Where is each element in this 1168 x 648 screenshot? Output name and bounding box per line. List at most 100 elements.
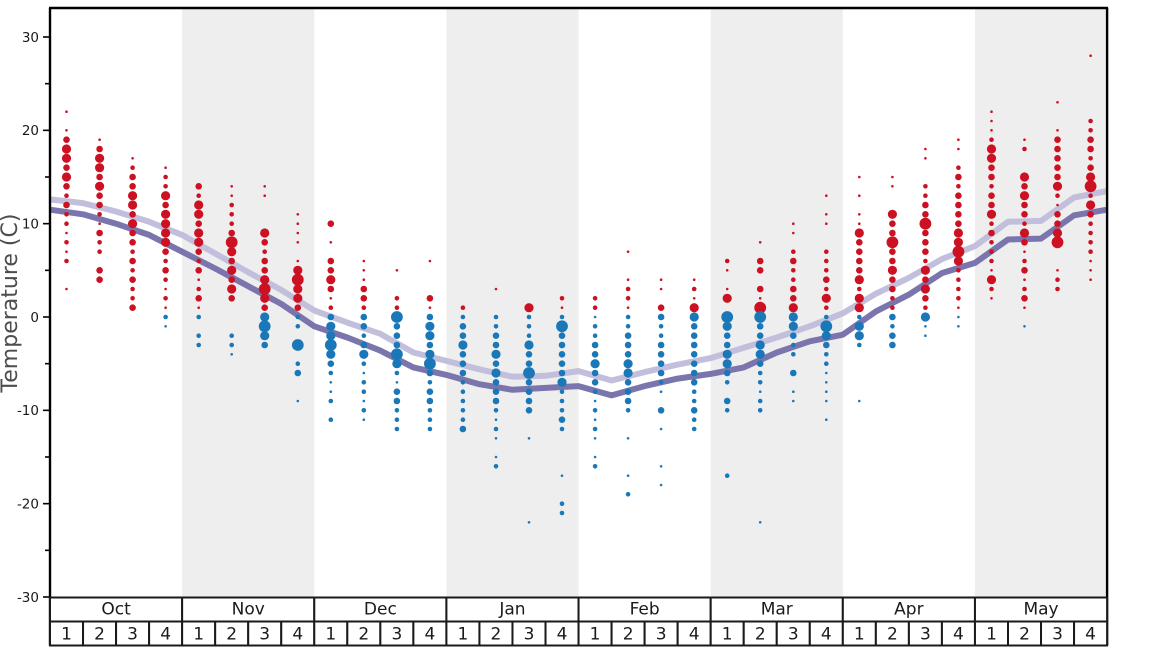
- warm-temp-dot: [1054, 136, 1061, 143]
- warm-temp-dot: [1022, 146, 1027, 152]
- freezing-temp-dot: [957, 325, 960, 328]
- warm-temp-dot: [291, 273, 304, 286]
- warm-temp-dot: [130, 165, 135, 170]
- month-label: Apr: [894, 600, 923, 620]
- warm-temp-dot: [1056, 101, 1059, 104]
- freezing-temp-dot: [559, 314, 565, 320]
- warm-temp-dot: [824, 305, 829, 311]
- freezing-temp-dot: [525, 397, 533, 405]
- freezing-temp-dot: [658, 333, 664, 339]
- warm-temp-dot: [96, 267, 103, 274]
- freezing-temp-dot: [426, 369, 434, 377]
- warm-temp-dot: [428, 259, 432, 263]
- freezing-temp-dot: [591, 369, 599, 377]
- freezing-temp-dot: [593, 315, 597, 319]
- week-dots-dec4: [424, 259, 436, 432]
- freezing-temp-dot: [691, 417, 697, 423]
- week-label: 2: [226, 625, 237, 645]
- warm-temp-dot: [128, 200, 138, 210]
- freezing-temp-dot: [592, 464, 598, 469]
- freezing-temp-dot: [560, 474, 564, 478]
- warm-temp-dot: [164, 287, 167, 291]
- warm-temp-dot: [197, 278, 200, 282]
- warm-temp-dot: [790, 285, 797, 293]
- freezing-temp-dot: [790, 332, 797, 340]
- week-dots-dec1: [324, 220, 337, 423]
- freezing-temp-dot: [394, 426, 400, 432]
- warm-temp-dot: [164, 306, 167, 310]
- warm-temp-dot: [856, 239, 863, 246]
- freezing-temp-dot: [792, 399, 795, 403]
- warm-temp-dot: [657, 304, 665, 312]
- warm-temp-dot: [825, 222, 828, 225]
- warm-temp-dot: [626, 278, 630, 282]
- warm-temp-dot: [955, 201, 962, 209]
- freezing-temp-dot: [424, 357, 436, 370]
- month-label: Feb: [630, 600, 660, 620]
- week-label: 4: [424, 625, 435, 645]
- freezing-temp-dot: [920, 312, 931, 322]
- warm-temp-dot: [1051, 236, 1064, 249]
- freezing-temp-dot: [690, 332, 698, 340]
- freezing-temp-dot: [492, 397, 500, 405]
- week-dots-feb4: [689, 278, 699, 432]
- freezing-temp-dot: [326, 331, 336, 341]
- warm-temp-dot: [63, 201, 70, 209]
- week-label: 2: [755, 625, 766, 645]
- warm-temp-dot: [63, 183, 70, 190]
- freezing-temp-dot: [492, 388, 500, 396]
- warm-temp-dot: [293, 293, 303, 303]
- freezing-temp-dot: [296, 399, 300, 403]
- warm-temp-dot: [919, 217, 932, 230]
- week-label: 3: [1052, 625, 1063, 645]
- warm-temp-dot: [592, 305, 598, 311]
- warm-temp-dot: [394, 305, 400, 311]
- warm-temp-dot: [990, 119, 993, 123]
- warm-temp-dot: [162, 267, 169, 274]
- warm-temp-dot: [65, 250, 68, 253]
- warm-temp-dot: [361, 305, 367, 311]
- freezing-temp-dot: [392, 359, 402, 369]
- warm-temp-dot: [792, 222, 795, 225]
- warm-temp-dot: [129, 276, 136, 284]
- warm-temp-dot: [988, 164, 995, 171]
- week-dots-mar4: [820, 194, 833, 422]
- week-label: 2: [887, 625, 898, 645]
- freezing-temp-dot: [791, 352, 796, 357]
- warm-temp-dot: [1052, 228, 1063, 238]
- avg-line-upper: [49, 188, 1108, 384]
- freezing-temp-dot: [854, 331, 864, 341]
- freezing-temp-dot: [328, 417, 334, 423]
- warm-temp-dot: [61, 144, 72, 154]
- freezing-temp-dot: [858, 399, 861, 403]
- warm-temp-dot: [194, 209, 204, 219]
- freezing-temp-dot: [756, 323, 764, 330]
- freezing-temp-dot: [722, 349, 732, 359]
- warm-temp-dot: [1023, 250, 1026, 253]
- freezing-temp-dot: [459, 425, 467, 433]
- freezing-temp-dot: [261, 341, 269, 349]
- warm-temp-dot: [957, 306, 960, 310]
- warm-temp-dot: [1087, 211, 1094, 218]
- freezing-temp-dot: [460, 417, 466, 423]
- warm-temp-dot: [296, 213, 300, 216]
- warm-temp-dot: [1022, 258, 1027, 264]
- warm-temp-dot: [1019, 191, 1030, 201]
- warm-temp-dot: [194, 200, 204, 210]
- warm-temp-dot: [230, 185, 233, 188]
- warm-temp-dot: [362, 259, 366, 263]
- freezing-temp-dot: [295, 324, 301, 329]
- warm-temp-dot: [956, 277, 961, 283]
- warm-temp-dot: [788, 303, 798, 313]
- week-cell: [49, 620, 85, 647]
- warm-temp-dot: [1086, 172, 1096, 182]
- warm-temp-dot: [129, 211, 136, 218]
- warm-temp-dot: [1052, 181, 1063, 191]
- warm-temp-dot: [130, 286, 135, 292]
- freezing-temp-dot: [494, 455, 498, 459]
- freezing-temp-dot: [624, 379, 632, 386]
- warm-temp-dot: [692, 297, 696, 300]
- warm-temp-dot: [825, 194, 828, 197]
- freezing-temp-dot: [825, 418, 828, 422]
- warm-temp-dot: [988, 229, 995, 237]
